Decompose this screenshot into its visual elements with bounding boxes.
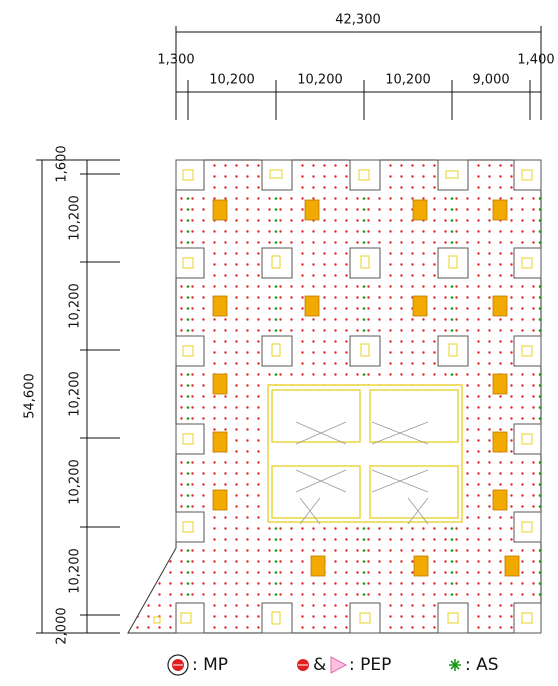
dim-label: 10,200 (68, 459, 83, 505)
dim-label: 10,200 (68, 283, 83, 329)
dim-label: 10,200 (68, 195, 83, 241)
dim-label: 1,300 (157, 53, 194, 68)
dim-label: 10,200 (385, 73, 431, 88)
dim-label: 1,600 (55, 145, 70, 182)
core (267, 384, 463, 525)
dim-label: 10,200 (209, 73, 255, 88)
legend-label: & (313, 655, 326, 675)
dim-label: 1,400 (517, 53, 554, 68)
dim-label: 9,000 (472, 73, 509, 88)
legend-label: : PEP (349, 655, 391, 675)
dim-label: 2,000 (55, 607, 70, 644)
mast-pillars (212, 199, 520, 577)
dim-total: 42,300 (335, 13, 381, 28)
dim-label: 10,200 (297, 73, 343, 88)
dim-total: 54,600 (23, 373, 38, 419)
legend-label: : AS (465, 655, 499, 675)
dim-label: 10,200 (68, 548, 83, 594)
dim-label: 10,200 (68, 371, 83, 417)
legend-label: : MP (192, 655, 228, 675)
legend: : MP & : PEP : AS (167, 654, 499, 676)
columns (175, 159, 542, 634)
left-dimensions: 54,600 1,600 10,200 10,200 10,200 10,200… (23, 145, 120, 645)
top-dimensions: 42,300 1,300 10,200 10,200 10,200 9,000 … (157, 13, 555, 120)
column-capitals (153, 169, 533, 625)
